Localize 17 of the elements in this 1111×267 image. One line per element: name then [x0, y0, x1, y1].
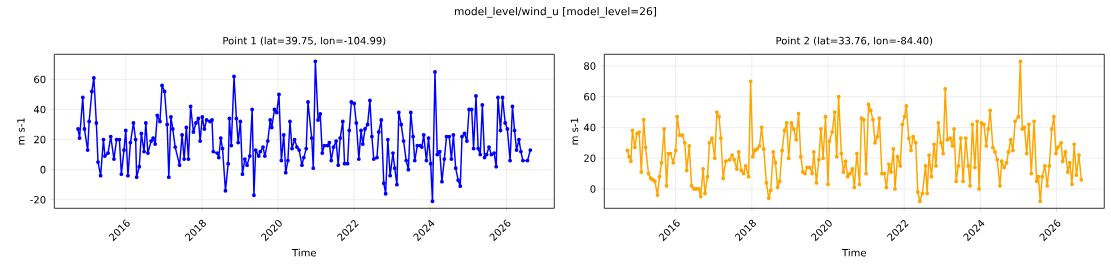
- x-axis-title: Time: [842, 248, 866, 257]
- y-tick-label: 0: [590, 185, 596, 193]
- y-tick-label: 20: [34, 135, 46, 144]
- y-tick-label: 20: [584, 154, 596, 162]
- y-axis-title: m s-1: [570, 118, 579, 145]
- y-axis-title: m s-1: [17, 118, 25, 145]
- y-tick-label: 60: [34, 75, 46, 84]
- chart-title: Point 2 (lat=33.76, lon=-84.40): [776, 36, 933, 46]
- y-tick-label: 40: [583, 123, 596, 132]
- chart-title: Point 1 (lat=39.75, lon=-104.99): [223, 36, 386, 46]
- y-tick-label: 60: [584, 92, 596, 101]
- x-axis-title: Time: [292, 248, 317, 257]
- y-tick-label: 40: [33, 105, 46, 114]
- y-tick-label: 80: [584, 62, 596, 70]
- y-tick-label: -20: [30, 195, 46, 204]
- text: model_level/wind_u [model_level=26]: [454, 7, 657, 18]
- y-tick-label: 0: [40, 165, 46, 174]
